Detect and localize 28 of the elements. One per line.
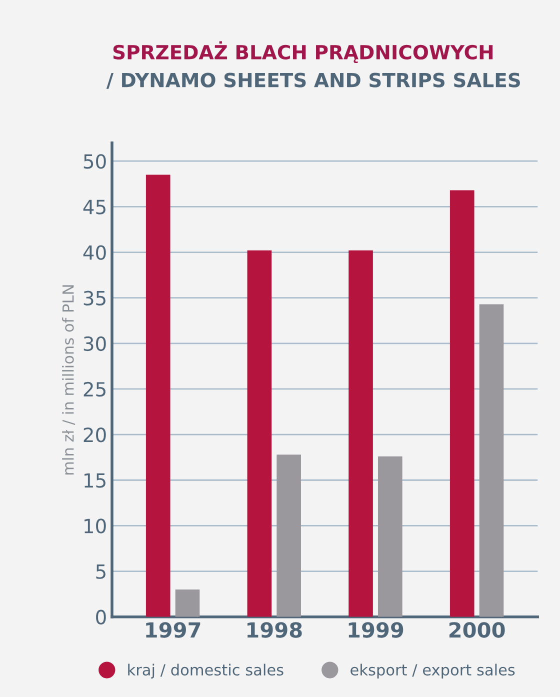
y-tick-label: 5 xyxy=(96,564,106,579)
y-tick-label: 30 xyxy=(84,336,106,352)
bar xyxy=(378,456,402,617)
chart-title: SPRZEDAŻ BLACH PRĄDNICOWYCH xyxy=(113,41,493,64)
chart-subtitle: / DYNAMO SHEETS AND STRIPS SALES xyxy=(106,72,520,89)
y-tick-label: 45 xyxy=(83,200,106,214)
x-tick-label: 1997 xyxy=(146,622,200,638)
bar xyxy=(450,190,474,617)
y-tick-label: 25 xyxy=(84,382,106,397)
y-tick-label: 40 xyxy=(83,245,106,260)
y-tick-label: 35 xyxy=(84,290,106,306)
bar xyxy=(175,590,200,617)
x-tick-label: 1999 xyxy=(348,622,404,638)
y-tick-label: 15 xyxy=(84,473,106,488)
x-tick-label: 2000 xyxy=(449,622,505,638)
y-tick-label: 0 xyxy=(96,610,106,625)
x-tick-label: 1998 xyxy=(247,622,302,638)
bar xyxy=(146,174,170,617)
legend-label: eksport / export sales xyxy=(350,664,515,679)
bar xyxy=(348,250,373,617)
legend-label: kraj / domestic sales xyxy=(128,664,284,679)
y-axis-title: mln zł / in millions of PLN xyxy=(62,285,76,475)
bar xyxy=(247,250,272,617)
y-tick-label: 50 xyxy=(84,154,106,169)
y-tick-label: 10 xyxy=(84,518,106,534)
bar xyxy=(276,454,301,617)
y-tick-label: 20 xyxy=(84,428,106,442)
bar xyxy=(479,304,504,617)
